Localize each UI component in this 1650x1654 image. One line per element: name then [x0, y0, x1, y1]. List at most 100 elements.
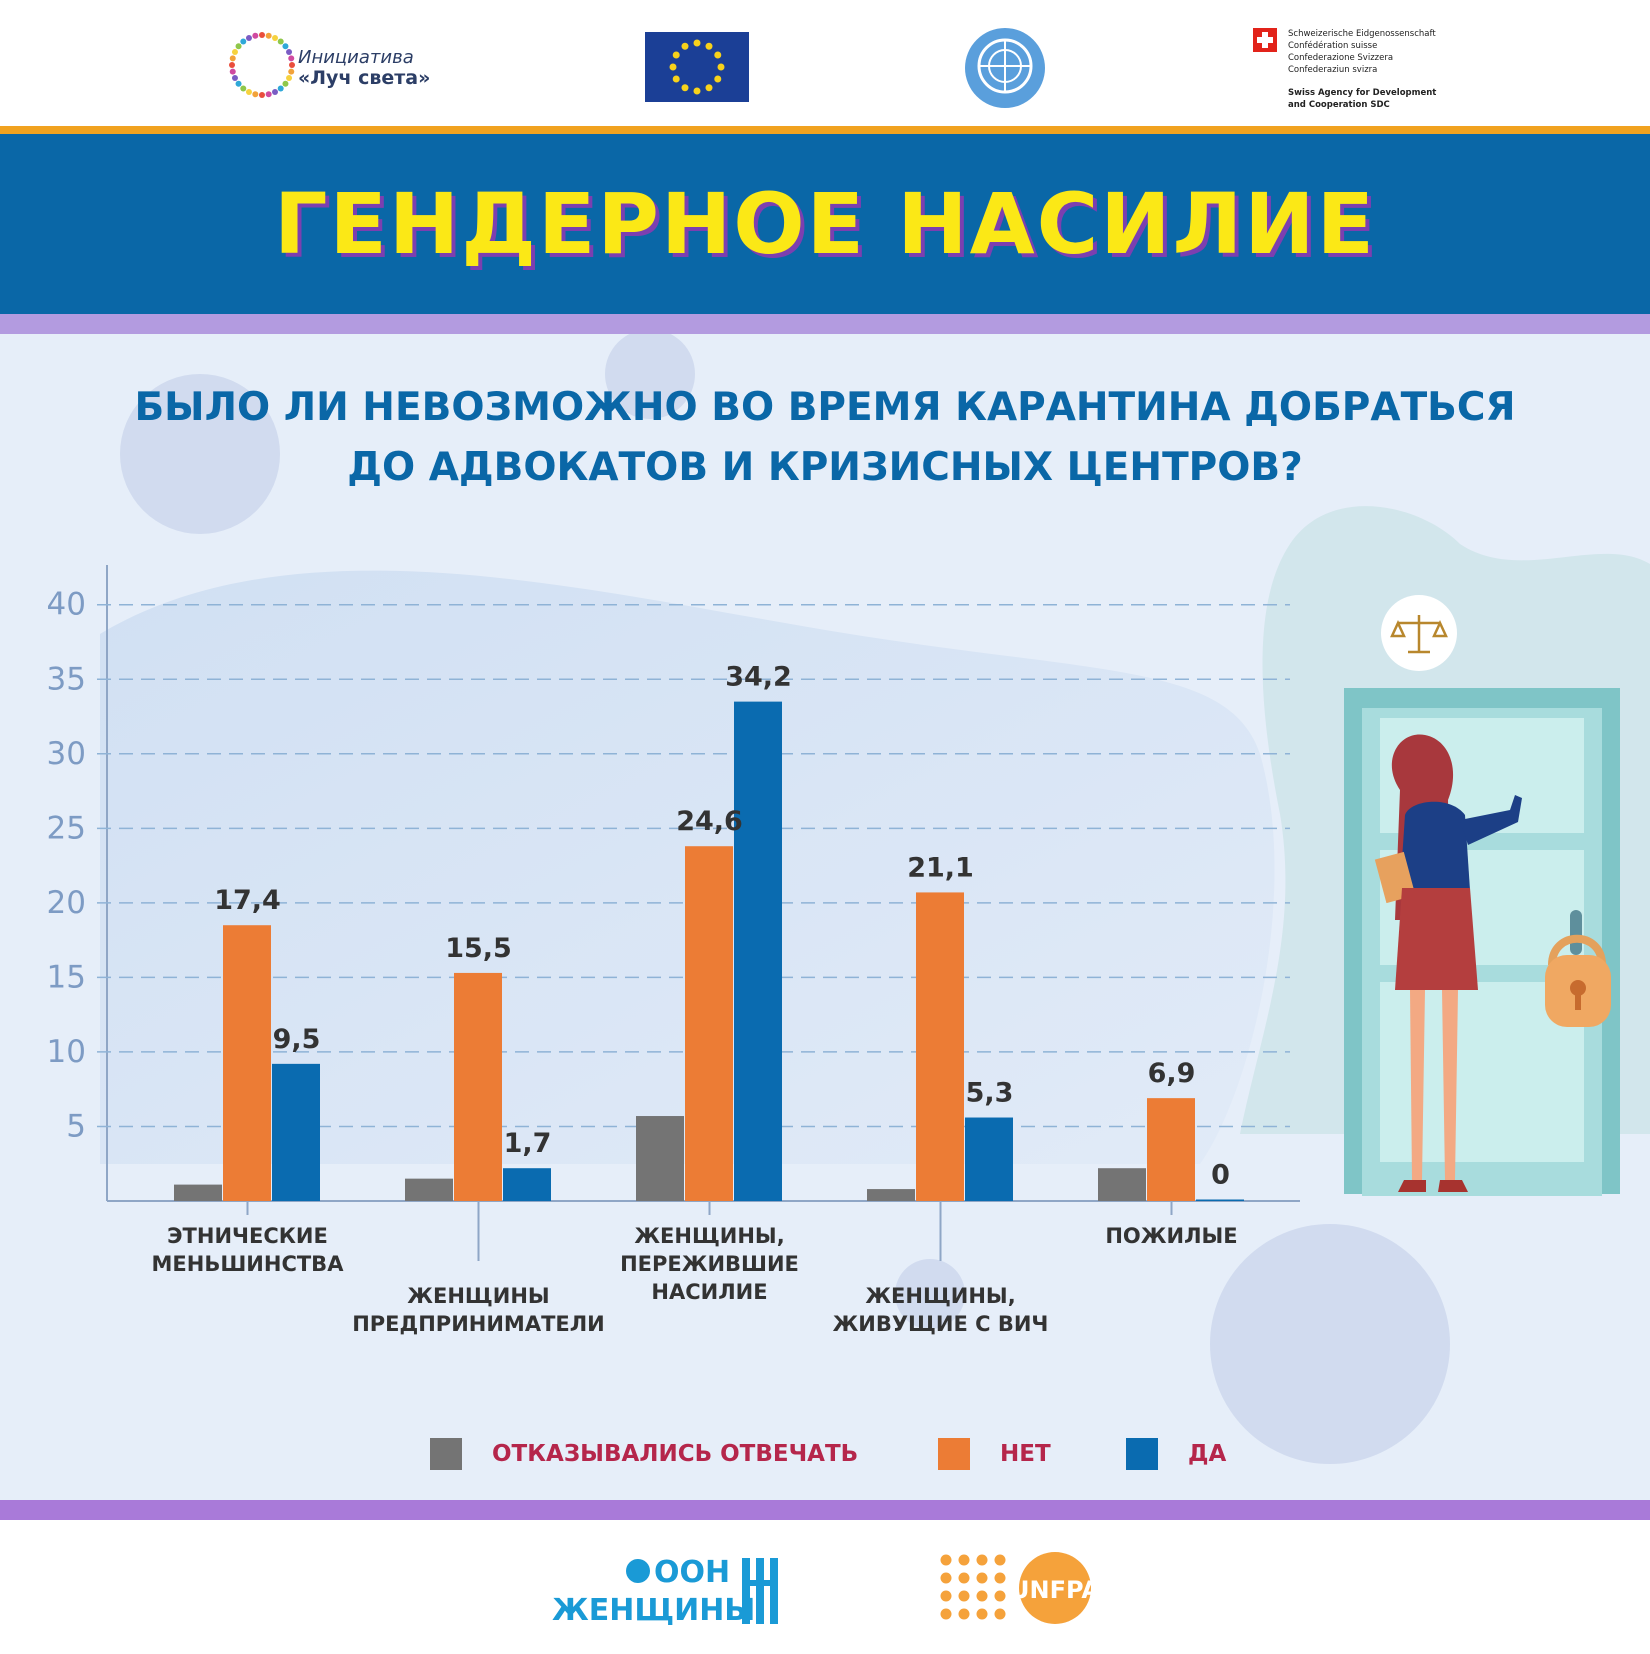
- swiss-agency-1: Swiss Agency for Development: [1288, 88, 1436, 98]
- swiss-agency-2: and Cooperation SDC: [1288, 100, 1390, 110]
- logo-bar: Инициатива «Луч света» Schweizerische Ei…: [0, 0, 1650, 126]
- initiative-logo-dot: [245, 89, 252, 96]
- category-label: МЕНЬШИНСТВА: [152, 1252, 345, 1276]
- category-label: ПОЖИЛЫЕ: [1105, 1224, 1237, 1248]
- logo-bar-graphics: Инициатива «Луч света» Schweizerische Ei…: [229, 28, 1436, 110]
- unfpa-dot: [940, 1554, 952, 1566]
- eu-star: [669, 63, 677, 71]
- legend-label-yes: ДА: [1188, 1441, 1227, 1467]
- eu-star: [681, 42, 689, 50]
- initiative-logo-dot: [229, 68, 236, 75]
- initiative-logo-dot: [252, 32, 259, 39]
- legend-label-no: НЕТ: [1000, 1441, 1051, 1467]
- initiative-logo-dot: [272, 34, 279, 41]
- category-label: ПЕРЕЖИВШИЕ: [620, 1252, 799, 1276]
- chart-question-line-2: ДО АДВОКАТОВ И КРИЗИСНЫХ ЦЕНТРОВ?: [347, 445, 1303, 490]
- data-label: 5,3: [966, 1078, 1014, 1109]
- initiative-logo-dot: [288, 55, 295, 62]
- y-tick-label: 10: [47, 1034, 86, 1070]
- initiative-logo-dot: [282, 80, 289, 87]
- justice-scales-icon: [1390, 615, 1448, 654]
- eu-flag-icon: [645, 32, 749, 102]
- eu-star: [705, 42, 713, 50]
- un-women-logo: ООН ЖЕНЩИНЫ: [552, 1555, 778, 1628]
- legend-swatch-no: [938, 1438, 970, 1470]
- initiative-logo-dot: [229, 62, 235, 68]
- unfpa-dot: [958, 1608, 970, 1620]
- unfpa-dot: [940, 1608, 952, 1620]
- y-tick-label: 35: [47, 661, 86, 697]
- legend-item-refused: ОТКАЗЫВАЛИСЬ ОТВЕЧАТЬ: [430, 1438, 858, 1470]
- category-label: ЖЕНЩИНЫ,: [865, 1284, 1015, 1308]
- page-title: ГЕНДЕРНОЕ НАСИЛИЕ: [273, 175, 1376, 273]
- bar: [685, 846, 733, 1201]
- data-label: 21,1: [907, 852, 974, 883]
- bar: [1147, 1098, 1195, 1201]
- eu-star: [672, 51, 680, 59]
- y-tick-label: 15: [47, 959, 86, 995]
- padlock-icon: [1545, 910, 1611, 1027]
- swiss-line-3: Confederazione Svizzera: [1288, 53, 1393, 63]
- un-women-line-1: ООН: [654, 1555, 730, 1590]
- initiative-logo-dot: [282, 43, 289, 50]
- initiative-logo-dot: [231, 75, 238, 82]
- initiative-logo-dot: [252, 91, 259, 98]
- unfpa-dot: [994, 1572, 1006, 1584]
- un-emblem-small-icon: [626, 1559, 650, 1583]
- initiative-logo-dot: [231, 48, 238, 55]
- bar: [1196, 1199, 1244, 1201]
- category-label: ПРЕДПРИНИМАТЕЛИ: [352, 1312, 605, 1336]
- bar: [867, 1189, 915, 1201]
- title-band: ГЕНДЕРНОЕ НАСИЛИЕ: [0, 134, 1650, 314]
- eu-star: [714, 75, 722, 83]
- purple-stripe-bottom: [0, 1500, 1650, 1520]
- chart-data-labels: 17,4 9,5 15,5 1,7 24,6 34,2 21,1 5,3 6,9 0: [214, 662, 1230, 1191]
- legend-swatch-refused: [430, 1438, 462, 1470]
- category-label: ЖЕНЩИНЫ: [407, 1284, 549, 1308]
- chart-bars: [174, 701, 1244, 1201]
- initiative-logo-line2: «Луч света»: [298, 67, 430, 89]
- initiative-logo-line1: Инициатива: [298, 47, 414, 68]
- eu-star: [681, 84, 689, 92]
- initiative-logo-dot: [265, 91, 272, 98]
- unfpa-dot: [994, 1608, 1006, 1620]
- eu-star: [714, 51, 722, 59]
- purple-stripe-top: [0, 314, 1650, 334]
- un-emblem-icon: [965, 28, 1045, 108]
- header-divider: [0, 126, 1650, 134]
- unfpa-dot: [994, 1554, 1006, 1566]
- door-illustration: [1344, 595, 1620, 1196]
- unfpa-dot: [958, 1554, 970, 1566]
- bar: [916, 892, 964, 1201]
- bar: [405, 1178, 453, 1201]
- footer-graphics: ООН ЖЕНЩИНЫ UNFPA: [552, 1552, 1100, 1628]
- initiative-logo-dot: [277, 85, 284, 92]
- initiative-logo-dot: [286, 75, 293, 82]
- y-tick-label: 5: [66, 1108, 86, 1144]
- y-tick-label: 40: [47, 587, 86, 623]
- data-label: 17,4: [214, 885, 281, 916]
- initiative-logo-dot: [289, 62, 295, 68]
- category-label: ЭТНИЧЕСКИЕ: [167, 1224, 328, 1248]
- initiative-logo-icon: [229, 32, 295, 98]
- data-label: 1,7: [504, 1128, 552, 1159]
- data-label: 6,9: [1148, 1058, 1196, 1089]
- category-label: ЖИВУЩИЕ С ВИЧ: [833, 1312, 1049, 1336]
- initiative-logo-dot: [277, 38, 284, 45]
- unfpa-text: UNFPA: [1010, 1576, 1100, 1604]
- unfpa-dot: [958, 1590, 970, 1602]
- chart-legend: ОТКАЗЫВАЛИСЬ ОТВЕЧАТЬ НЕТ ДА: [0, 1438, 1650, 1478]
- eu-star: [693, 87, 701, 95]
- un-women-symbol-icon: [742, 1558, 778, 1624]
- data-label: 9,5: [273, 1024, 321, 1055]
- chart-question: БЫЛО ЛИ НЕВОЗМОЖНО ВО ВРЕМЯ КАРАНТИНА ДО…: [0, 378, 1650, 498]
- unfpa-dot: [958, 1572, 970, 1584]
- bar: [636, 1116, 684, 1201]
- initiative-logo-dot: [259, 92, 265, 98]
- bar: [272, 1063, 320, 1201]
- initiative-logo-dot: [259, 32, 265, 38]
- virus-icon: [120, 334, 1450, 1464]
- legend-item-yes: ДА: [1126, 1438, 1226, 1470]
- unfpa-logo: UNFPA: [940, 1552, 1100, 1624]
- data-label: 34,2: [725, 662, 792, 693]
